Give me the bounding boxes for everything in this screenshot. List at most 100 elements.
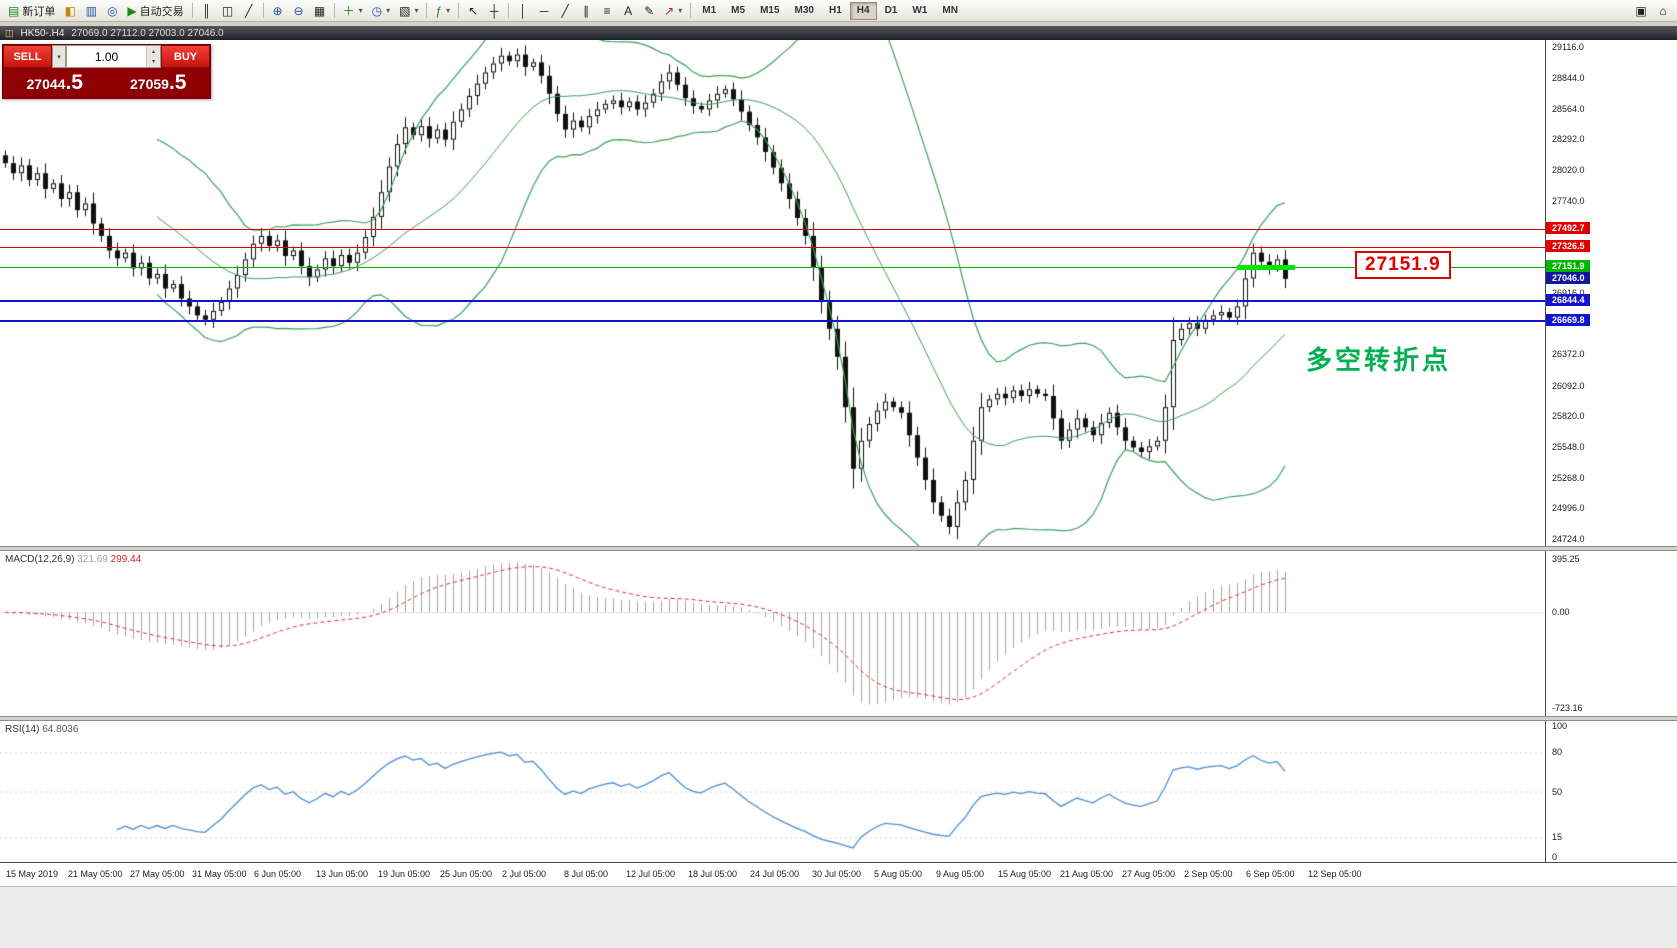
rsi-axis[interactable]: 100 80 50 15 0 [1545, 721, 1677, 862]
price-axis-label: 25268.0 [1552, 472, 1585, 483]
crosshair-button[interactable]: ┼ [484, 1, 504, 20]
horizontal-line-support-lower[interactable] [0, 320, 1545, 322]
chart-icon: ◫ [5, 27, 14, 38]
rsi-value: 64.8036 [42, 724, 79, 735]
new-order-icon: ▤ [8, 3, 20, 18]
chart-window-titlebar[interactable]: ◫ HK50-.H4 27069.0 27112.0 27003.0 27046… [0, 26, 1677, 40]
timeframe-m30[interactable]: M30 [788, 2, 821, 20]
timeframe-d1[interactable]: D1 [878, 2, 905, 20]
horizontal-line-pivot-green[interactable] [0, 267, 1545, 269]
volume-input[interactable] [67, 46, 146, 67]
macd-value: 321.69 [77, 554, 108, 565]
order-type-dropdown[interactable]: ▾ [52, 45, 66, 68]
home-button[interactable]: ⌂ [1653, 1, 1673, 20]
sell-price: 27044.5 [3, 71, 107, 95]
price-tag-resistance-upper: 27492.7 [1546, 221, 1590, 234]
price-axis[interactable]: 29116.0 28844.0 28564.0 28292.0 28020.0 27740… [1545, 40, 1677, 546]
volume-decrease-button[interactable]: ▾ [147, 56, 160, 67]
text-label-button[interactable]: ✎ [639, 1, 659, 20]
price-axis-label: 26372.0 [1552, 349, 1585, 360]
terminal-button[interactable]: ▣ [1631, 1, 1651, 20]
navigator-icon: ◎ [107, 3, 118, 18]
buy-button[interactable]: BUY [161, 45, 210, 68]
tile-windows-button[interactable]: ▦ [310, 1, 330, 20]
time-axis-label: 15 Aug 05:00 [998, 869, 1052, 879]
time-axis-label: 8 Jul 05:00 [564, 869, 609, 879]
time-axis-label: 25 Jun 05:00 [440, 869, 493, 879]
macd-axis[interactable]: 395.25 0.00 -723.16 [1545, 551, 1677, 716]
macd-axis-label: -723.16 [1552, 703, 1583, 713]
time-axis-label: 27 May 05:00 [130, 869, 185, 879]
bar-chart-button[interactable]: ║ [197, 1, 217, 20]
rsi-axis-label: 0 [1552, 852, 1558, 862]
new-order-button[interactable]: ▤ 新订单 [4, 1, 59, 20]
cursor-button[interactable]: ↖ [463, 1, 483, 20]
panel-splitter[interactable] [0, 546, 1677, 551]
toolbar-separator [333, 3, 335, 18]
pivot-highlight-segment[interactable] [1237, 265, 1295, 271]
time-axis-label: 21 May 05:00 [68, 869, 123, 879]
timeframe-mn[interactable]: MN [935, 2, 965, 20]
timeframe-w1[interactable]: W1 [905, 2, 934, 20]
arrows-button[interactable]: ↗ ▾ [660, 1, 686, 20]
price-tag-resistance-lower: 27326.5 [1546, 240, 1590, 253]
fibonacci-button[interactable]: ≡ [597, 1, 617, 20]
status-bar [0, 886, 1677, 948]
volume-increase-button[interactable]: ▴ [147, 46, 160, 57]
text-button[interactable]: A [618, 1, 638, 20]
trendline-button[interactable]: ╱ [555, 1, 575, 20]
text-icon: A [624, 3, 633, 18]
candlestick-chart-button[interactable]: ◫ [218, 1, 238, 20]
horizontal-line-support-upper[interactable] [0, 300, 1545, 303]
macd-signal-value: 299.44 [110, 554, 142, 565]
market-watch-button[interactable]: ◧ [60, 1, 80, 20]
turning-point-annotation[interactable]: 多空转折点 [1306, 345, 1452, 375]
macd-canvas[interactable] [0, 551, 1545, 716]
vertical-line-button[interactable]: │ [513, 1, 533, 20]
crosshair-icon: ┼ [489, 3, 499, 18]
new-chart-button[interactable]: ＋ ▾ [339, 1, 367, 20]
zoom-out-button[interactable]: ⊖ [289, 1, 309, 20]
channel-icon: ∥ [583, 3, 590, 18]
time-axis[interactable]: 15 May 2019 21 May 05:00 27 May 05:00 31 Ma… [0, 862, 1677, 886]
chevron-down-icon: ▾ [386, 6, 391, 15]
macd-label: MACD(12,26,9) 321.69 299.44 [5, 554, 141, 565]
sell-button[interactable]: SELL [3, 45, 52, 68]
timeframe-m1[interactable]: M1 [695, 2, 723, 20]
rsi-canvas[interactable] [0, 721, 1545, 862]
chart-symbol-title: HK50-.H4 [20, 27, 65, 39]
timeframe-m5[interactable]: M5 [724, 2, 752, 20]
time-axis-label: 13 Jun 05:00 [316, 869, 369, 879]
navigator-button[interactable]: ◎ [102, 1, 122, 20]
channel-button[interactable]: ∥ [576, 1, 596, 20]
timeframe-h1[interactable]: H1 [822, 2, 849, 20]
price-tag-pivot-green: 27151.9 [1546, 260, 1590, 273]
sell-price-main: 27044 [26, 76, 66, 92]
period-button[interactable]: ◷ ▾ [368, 1, 395, 20]
templates-button[interactable]: ▧ ▾ [395, 1, 422, 20]
chevron-down-icon: ▾ [414, 6, 419, 15]
horizontal-line-resistance-upper[interactable] [0, 228, 1545, 230]
price-chart-canvas[interactable] [0, 40, 1545, 546]
macd-axis-label: 395.25 [1552, 554, 1580, 564]
indicators-button[interactable]: ƒ ▾ [431, 1, 454, 20]
time-axis-label: 19 Jun 05:00 [378, 869, 431, 879]
zoom-out-icon: ⊖ [293, 3, 304, 18]
time-axis-label: 12 Sep 05:00 [1308, 869, 1362, 879]
data-window-button[interactable]: ▥ [81, 1, 101, 20]
chevron-down-icon: ▾ [358, 6, 363, 15]
price-callout-label[interactable]: 27151.9 [1355, 251, 1451, 280]
rsi-axis-label: 50 [1552, 786, 1563, 797]
time-axis-label: 15 May 2019 [6, 869, 59, 879]
fibonacci-icon: ≡ [603, 3, 611, 18]
line-chart-button[interactable]: ╱ [239, 1, 259, 20]
timeframe-h4[interactable]: H4 [849, 1, 877, 20]
horizontal-line-button[interactable]: ─ [534, 1, 554, 20]
auto-trading-button[interactable]: ▶ 自动交易 [123, 1, 187, 20]
time-axis-label: 2 Sep 05:00 [1184, 869, 1233, 879]
zoom-in-button[interactable]: ⊕ [268, 1, 288, 20]
panel-splitter[interactable] [0, 716, 1677, 721]
home-icon: ⌂ [1659, 3, 1667, 18]
horizontal-line-resistance-lower[interactable] [0, 247, 1545, 249]
timeframe-m15[interactable]: M15 [753, 2, 786, 20]
